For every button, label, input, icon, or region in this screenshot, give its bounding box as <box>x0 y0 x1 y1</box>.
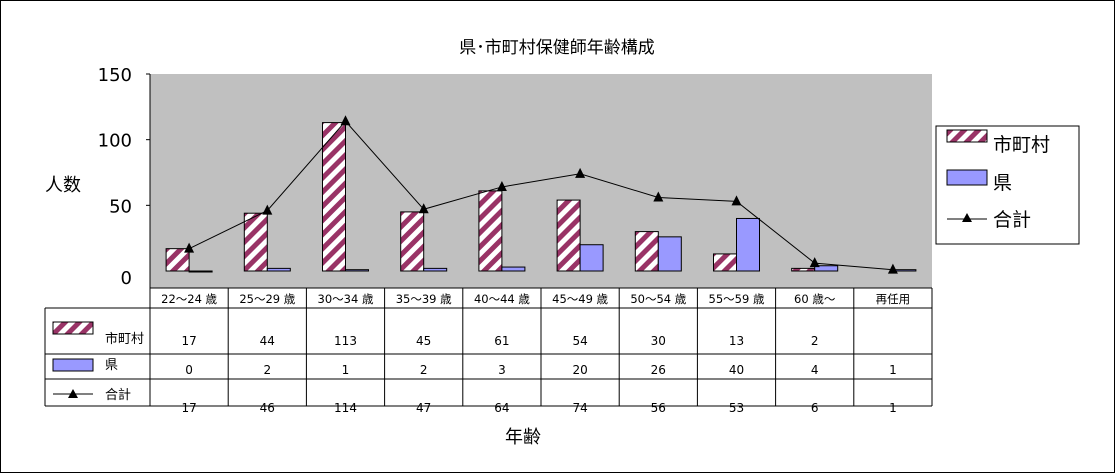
table-cell-value: 46 <box>260 401 275 415</box>
table-cell-value: 26 <box>651 363 666 377</box>
legend: 市町村 県 合計 <box>935 125 1080 245</box>
legend-label-ken: 県 <box>993 172 1012 194</box>
total-marker <box>809 257 820 268</box>
table-cell-value: 61 <box>494 334 509 348</box>
bar-shichoson <box>400 211 425 272</box>
bars-group <box>165 122 917 273</box>
legend-label-total: 合計 <box>993 209 1031 231</box>
x-tick-label: 30～34 歳 <box>318 292 374 306</box>
table-cell-value: 17 <box>181 401 196 415</box>
y-tick-label: 100 <box>98 131 132 152</box>
bar-ken <box>736 217 760 272</box>
table-cell-value: 114 <box>334 401 357 415</box>
total-marker <box>418 203 429 214</box>
table-cell-value: 2 <box>811 334 819 348</box>
bar-ken <box>814 265 839 272</box>
bar-shichoson <box>322 122 346 272</box>
table-cell-value: 2 <box>420 363 428 377</box>
legend-marker-total <box>962 213 972 222</box>
table-key-total-marker <box>68 389 78 398</box>
total-marker <box>731 195 742 206</box>
x-tick-label: 40～44 歳 <box>474 292 530 306</box>
total-marker <box>262 204 273 215</box>
table-cell-value: 1 <box>889 401 897 415</box>
x-tick-label: 25～29 歳 <box>239 292 295 306</box>
bar-ken <box>501 266 526 272</box>
y-axis-label: 人数 <box>45 175 81 196</box>
x-tick-label: 22～24 歳 <box>161 292 217 306</box>
bar-ken <box>188 270 213 273</box>
bar-shichoson <box>478 190 503 272</box>
table-key-ken <box>52 358 94 372</box>
table-cell-value: 53 <box>729 401 744 415</box>
bar-ken <box>657 236 682 272</box>
table-cell-value: 2 <box>263 363 271 377</box>
total-marker <box>496 180 507 191</box>
table-cell-value: 40 <box>729 363 744 377</box>
table-key-shichoson <box>52 321 94 335</box>
bar-ken <box>266 267 291 272</box>
x-axis-label: 年齢 <box>505 427 541 448</box>
total-marker <box>887 263 898 274</box>
x-tick-label: 50～54 歳 <box>630 292 686 306</box>
table-cell-value: 30 <box>651 334 666 348</box>
x-tick-label: 45～49 歳 <box>552 292 608 306</box>
table-cell-value: 45 <box>416 334 431 348</box>
table-cell-value: 113 <box>334 334 357 348</box>
table-cell-value: 1 <box>342 363 350 377</box>
table-cell-value: 54 <box>572 334 587 348</box>
x-tick-label: 55～59 歳 <box>709 292 765 306</box>
bar-ken <box>423 267 448 272</box>
bar-ken <box>345 269 369 272</box>
legend-label-shichoson: 市町村 <box>993 134 1050 156</box>
table-cell-value: 3 <box>498 363 506 377</box>
table-cell-value: 64 <box>494 401 509 415</box>
table-cell-value: 56 <box>651 401 666 415</box>
table-cell-value: 6 <box>811 401 819 415</box>
table-cell-value: 0 <box>185 363 193 377</box>
bar-shichoson <box>713 253 737 272</box>
total-line <box>188 120 893 271</box>
legend-swatch-shichoson <box>946 129 988 143</box>
total-marker <box>575 167 586 178</box>
table-row-label-shichoson: 市町村 <box>105 331 144 347</box>
table-cell-value: 74 <box>572 401 587 415</box>
table-cell-value: 13 <box>729 334 744 348</box>
y-tick-label: 150 <box>98 65 132 86</box>
table-cell-value: 1 <box>889 363 897 377</box>
total-marker <box>184 242 195 253</box>
total-line-group <box>184 115 898 274</box>
y-tick-label: 0 <box>121 268 132 289</box>
x-tick-label: 再任用 <box>876 292 911 306</box>
legend-swatch-ken <box>946 169 988 186</box>
table-cell-value: 44 <box>260 334 275 348</box>
table-row-label-total: 合計 <box>105 387 131 403</box>
y-tick-label: 50 <box>109 196 132 217</box>
table-cell-value: 47 <box>416 401 431 415</box>
table-cell-value: 17 <box>181 334 196 348</box>
x-tick-label: 60 歳～ <box>794 292 836 306</box>
data-table: 22～24 歳 25～29 歳 30～34 歳 35～39 歳 40～44 歳 45～49… <box>44 271 933 415</box>
table-cell-value: 4 <box>811 363 819 377</box>
x-tick-label: 35～39 歳 <box>396 292 452 306</box>
total-marker <box>340 115 351 126</box>
bar-ken <box>579 244 604 272</box>
total-marker <box>653 191 664 202</box>
bar-shichoson <box>791 267 816 272</box>
table-cell-value: 20 <box>572 363 587 377</box>
table-row-label-ken: 県 <box>105 358 118 373</box>
bar-shichoson <box>243 212 268 272</box>
y-axis-ticks: 0 50 100 150 <box>98 65 150 289</box>
bar-shichoson <box>556 199 581 272</box>
bar-shichoson <box>634 231 659 272</box>
chart-title: 県･市町村保健師年齢構成 <box>459 38 655 58</box>
bar-shichoson <box>165 248 190 272</box>
